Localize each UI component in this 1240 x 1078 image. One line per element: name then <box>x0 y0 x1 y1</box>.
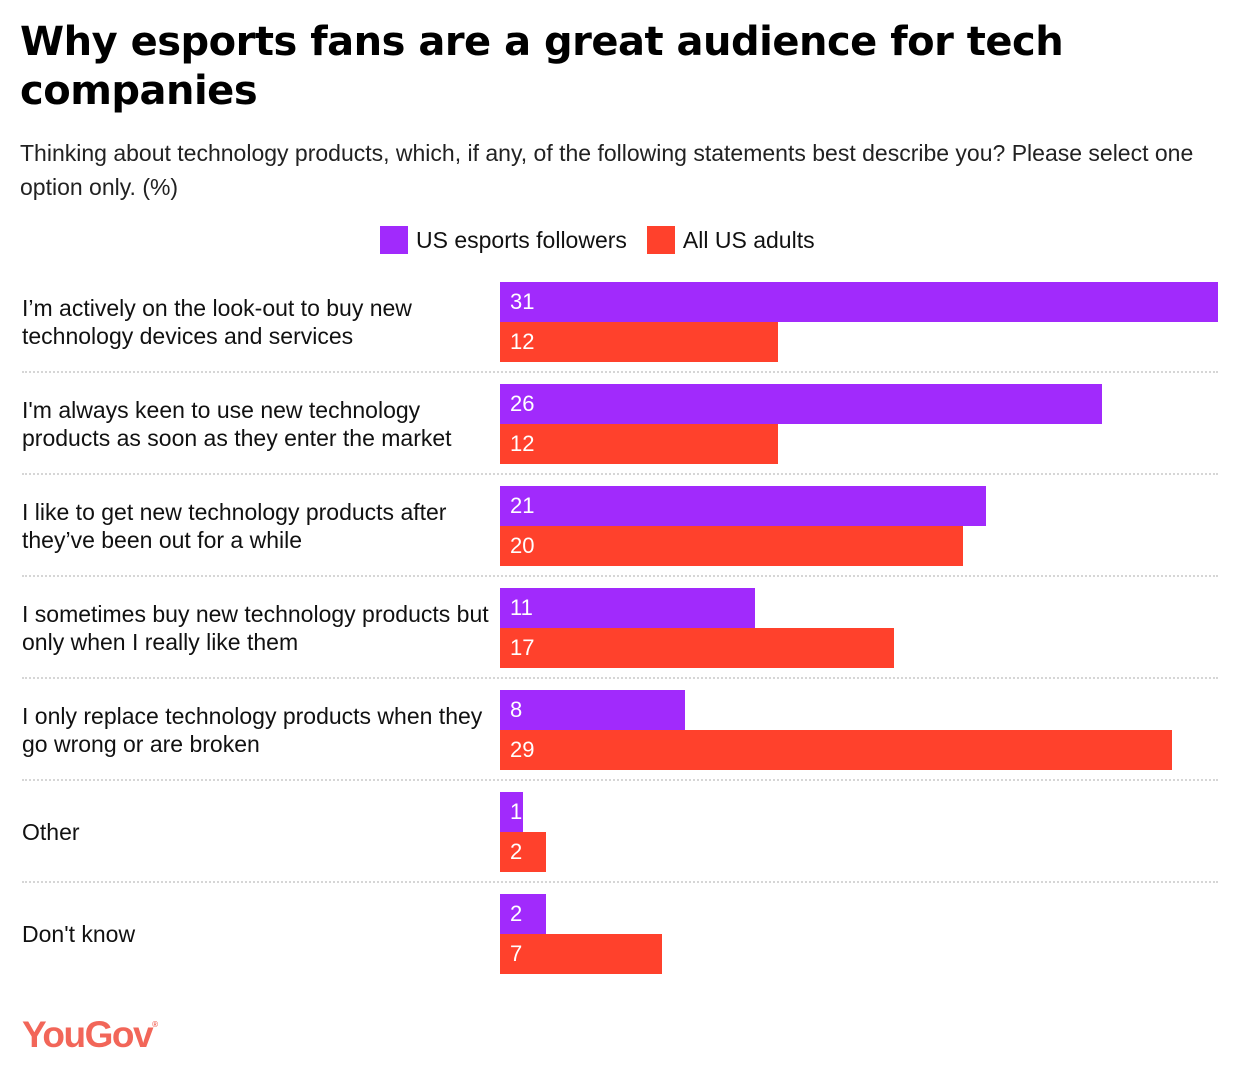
category-label: Don't know <box>22 921 136 947</box>
row-divider <box>22 779 1218 781</box>
bar-value-label: 1 <box>510 799 523 824</box>
bar-value-label: 2 <box>510 901 523 926</box>
row-divider <box>22 473 1218 475</box>
category-label: I only replace technology products when … <box>22 703 483 757</box>
bar-all-us-adults <box>500 424 778 464</box>
bar-value-label: 21 <box>510 493 535 518</box>
bar-value-label: 29 <box>510 737 535 762</box>
legend-swatch-all-adults <box>646 226 675 254</box>
category-label: I like to get new technology products af… <box>22 499 447 553</box>
row-divider <box>22 677 1218 679</box>
bar-value-label: 2 <box>510 839 523 864</box>
category-label: I sometimes buy new technology products … <box>22 601 489 655</box>
bar-esports-followers <box>500 486 987 526</box>
bar-all-us-adults <box>500 832 547 872</box>
bar-value-label: 12 <box>510 329 535 354</box>
bar-value-label: 31 <box>510 289 535 314</box>
legend-swatch-esports <box>380 226 408 254</box>
legend-item-all-adults: All US adults <box>646 226 815 254</box>
bar-value-label: 17 <box>510 635 535 660</box>
bar-value-label: 26 <box>510 391 535 416</box>
bar-value-label: 20 <box>510 533 535 558</box>
bar-value-label: 11 <box>510 595 533 620</box>
legend-label-esports: US esports followers <box>416 226 627 253</box>
bar-all-us-adults <box>500 322 778 362</box>
category-label: I’m actively on the look-out to buy new … <box>22 295 412 349</box>
bar-esports-followers <box>500 894 547 934</box>
logo-text: YouGov <box>22 1014 154 1055</box>
bar-all-us-adults <box>500 628 894 668</box>
legend-label-all-adults: All US adults <box>682 226 815 253</box>
bar-esports-followers <box>500 282 1218 322</box>
bar-all-us-adults <box>500 730 1172 770</box>
yougov-logo: YouGov® <box>22 1014 158 1056</box>
bar-all-us-adults <box>500 526 964 566</box>
category-label: Other <box>22 819 80 845</box>
category-label: I'm always keen to use new technology pr… <box>22 397 452 451</box>
bar-value-label: 12 <box>510 431 535 456</box>
bar-esports-followers <box>500 792 524 832</box>
chart-subtitle: Thinking about technology products, whic… <box>20 140 1194 200</box>
row-divider <box>22 371 1218 373</box>
chart-title: Why esports fans are a great audience fo… <box>20 19 1064 114</box>
legend: US esports followers All US adults <box>380 226 815 254</box>
bar-all-us-adults <box>500 934 663 974</box>
bar-esports-followers <box>500 384 1103 424</box>
legend-item-esports: US esports followers <box>380 226 627 254</box>
row-divider <box>22 575 1218 577</box>
bar-chart: I’m actively on the look-out to buy new … <box>0 270 1240 1000</box>
bar-esports-followers <box>500 588 755 628</box>
bar-esports-followers <box>500 690 686 730</box>
bar-value-label: 8 <box>510 697 523 722</box>
bar-value-label: 7 <box>510 941 523 966</box>
logo-registered-mark: ® <box>152 1020 158 1029</box>
row-divider <box>22 881 1218 883</box>
